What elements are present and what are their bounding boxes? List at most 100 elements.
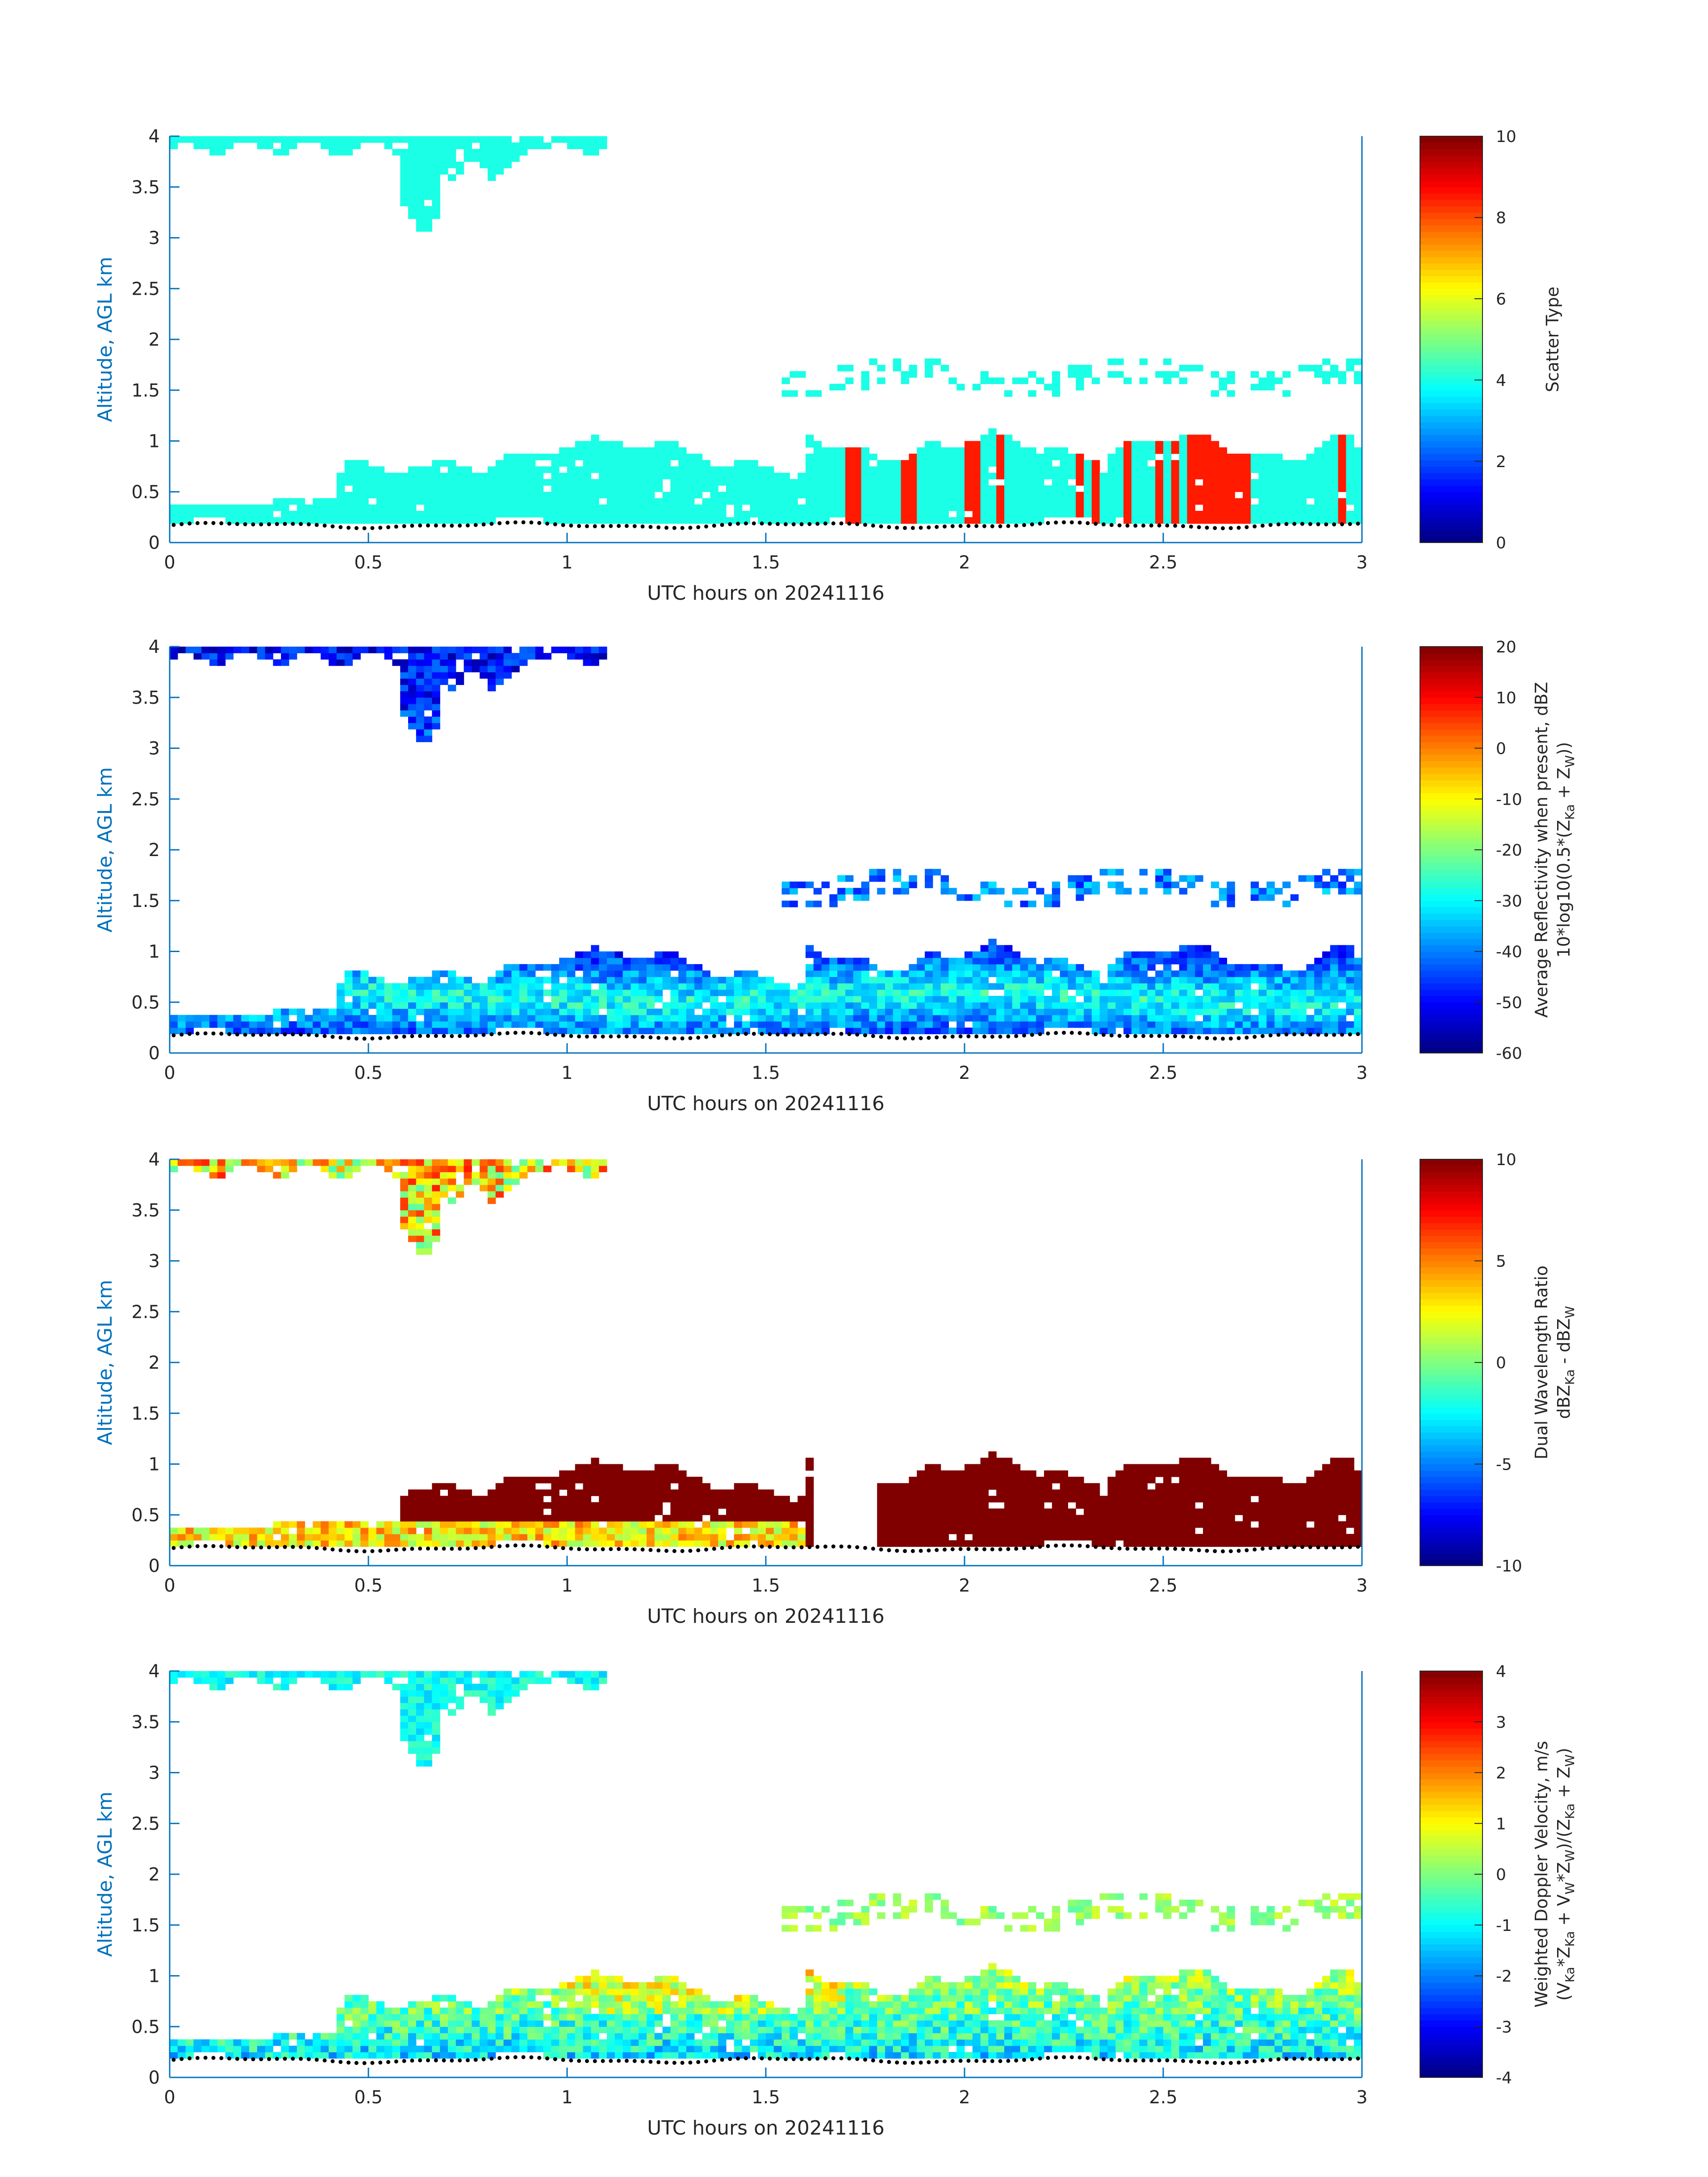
- heatmap-cell: [1131, 498, 1140, 505]
- heatmap-cell: [185, 1028, 194, 1034]
- heatmap-cell: [1036, 485, 1044, 492]
- heatmap-cell: [1274, 510, 1283, 518]
- heatmap-cell: [1219, 970, 1227, 977]
- heatmap-cell: [1115, 504, 1124, 511]
- heatmap-cell: [1179, 485, 1187, 492]
- heatmap-cell: [766, 1008, 774, 1015]
- heatmap-cell: [758, 466, 766, 473]
- colorbar-tick-label: 4: [1496, 372, 1506, 390]
- heatmap-cell: [535, 1521, 544, 1528]
- heatmap-cell: [519, 647, 528, 653]
- ground-dot: [1324, 1032, 1328, 1037]
- heatmap-cell: [996, 447, 1005, 454]
- heatmap-cell: [464, 136, 472, 143]
- heatmap-cell: [1139, 472, 1148, 480]
- heatmap-cell: [1060, 1021, 1068, 1028]
- heatmap-cell: [185, 504, 194, 511]
- heatmap-cell: [488, 1534, 496, 1541]
- heatmap-cell: [241, 1159, 250, 1166]
- heatmap-cell: [614, 970, 623, 977]
- heatmap-cell: [670, 1476, 679, 1483]
- heatmap-cell: [996, 996, 1005, 1003]
- heatmap-cell: [575, 1159, 584, 1166]
- heatmap-cell: [1115, 510, 1124, 518]
- colorbar-label: Average Reflectivity when present, dBZ: [1532, 682, 1551, 1018]
- heatmap-cell: [281, 504, 289, 511]
- heatmap-cell: [1290, 504, 1299, 511]
- heatmap-cell: [273, 136, 281, 143]
- ground-dot: [1228, 526, 1233, 531]
- heatmap-cell: [217, 1159, 226, 1166]
- ground-dot: [561, 523, 565, 527]
- ground-dot: [521, 1031, 526, 1035]
- heatmap-cell: [559, 964, 568, 971]
- ground-dot: [307, 522, 311, 526]
- heatmap-cell: [750, 485, 758, 492]
- colorbar-segment: [1420, 977, 1482, 984]
- heatmap-cell: [488, 1172, 496, 1179]
- heatmap-cell: [639, 964, 647, 971]
- ground-dot: [831, 1032, 835, 1036]
- heatmap-cell: [1052, 1015, 1061, 1022]
- heatmap-cell: [1258, 466, 1267, 473]
- heatmap-cell: [1330, 1008, 1339, 1015]
- heatmap-cell: [567, 1489, 576, 1496]
- ground-dot: [760, 521, 764, 526]
- heatmap-cell: [972, 1002, 981, 1009]
- heatmap-cell: [360, 479, 369, 486]
- heatmap-cell: [877, 479, 885, 486]
- heatmap-cell: [440, 498, 448, 505]
- heatmap-cell: [789, 1502, 798, 1509]
- heatmap-cell: [1330, 466, 1339, 473]
- ground-dot: [211, 521, 216, 525]
- heatmap-cell: [1330, 1028, 1339, 1034]
- heatmap-cell: [925, 453, 933, 460]
- heatmap-cell: [1235, 989, 1243, 996]
- heatmap-cell: [686, 1015, 695, 1022]
- heatmap-cell: [1012, 441, 1021, 448]
- heatmap-cell: [1004, 485, 1013, 492]
- heatmap-cell: [631, 983, 639, 990]
- heatmap-cell: [813, 453, 822, 460]
- heatmap-cell: [614, 517, 623, 524]
- heatmap-cell: [940, 1489, 949, 1496]
- heatmap-cell: [551, 1021, 560, 1028]
- heatmap-cell: [1052, 466, 1061, 473]
- heatmap-cell: [1004, 900, 1013, 907]
- heatmap-cell: [1004, 504, 1013, 511]
- heatmap-cell: [1227, 510, 1235, 518]
- heatmap-cell: [1084, 510, 1092, 518]
- heatmap-cell: [678, 964, 687, 971]
- colorbar-segment: [1420, 939, 1482, 946]
- heatmap-cell: [837, 977, 846, 984]
- heatmap-cell: [392, 510, 401, 518]
- heatmap-cell: [956, 983, 965, 990]
- heatmap-cell: [416, 678, 425, 685]
- heatmap-cell: [241, 1527, 250, 1534]
- heatmap-cell: [773, 1496, 782, 1503]
- heatmap-cell: [925, 517, 933, 524]
- heatmap-cell: [185, 1159, 194, 1166]
- heatmap-cell: [289, 517, 297, 524]
- heatmap-cell: [1052, 983, 1061, 990]
- heatmap-cell: [670, 1534, 679, 1541]
- heatmap-cell: [1139, 989, 1148, 996]
- heatmap-cell: [647, 970, 655, 977]
- heatmap-cell: [1219, 1028, 1227, 1034]
- heatmap-cell: [734, 498, 743, 505]
- ground-dot: [561, 1033, 565, 1038]
- colorbar-segment: [1420, 1002, 1482, 1009]
- heatmap-cell: [1290, 996, 1299, 1003]
- heatmap-cell: [265, 510, 273, 518]
- heatmap-cell: [488, 1002, 496, 1009]
- heatmap-cell: [1354, 479, 1362, 486]
- heatmap-cell: [360, 1521, 369, 1528]
- heatmap-cell: [464, 977, 472, 984]
- ground-dot: [291, 1032, 295, 1036]
- heatmap-cell: [1219, 472, 1227, 480]
- heatmap-cell: [567, 136, 576, 143]
- heatmap-cell: [909, 1527, 917, 1534]
- heatmap-cell: [622, 453, 631, 460]
- heatmap-cell: [686, 498, 695, 505]
- heatmap-cell: [1004, 466, 1013, 473]
